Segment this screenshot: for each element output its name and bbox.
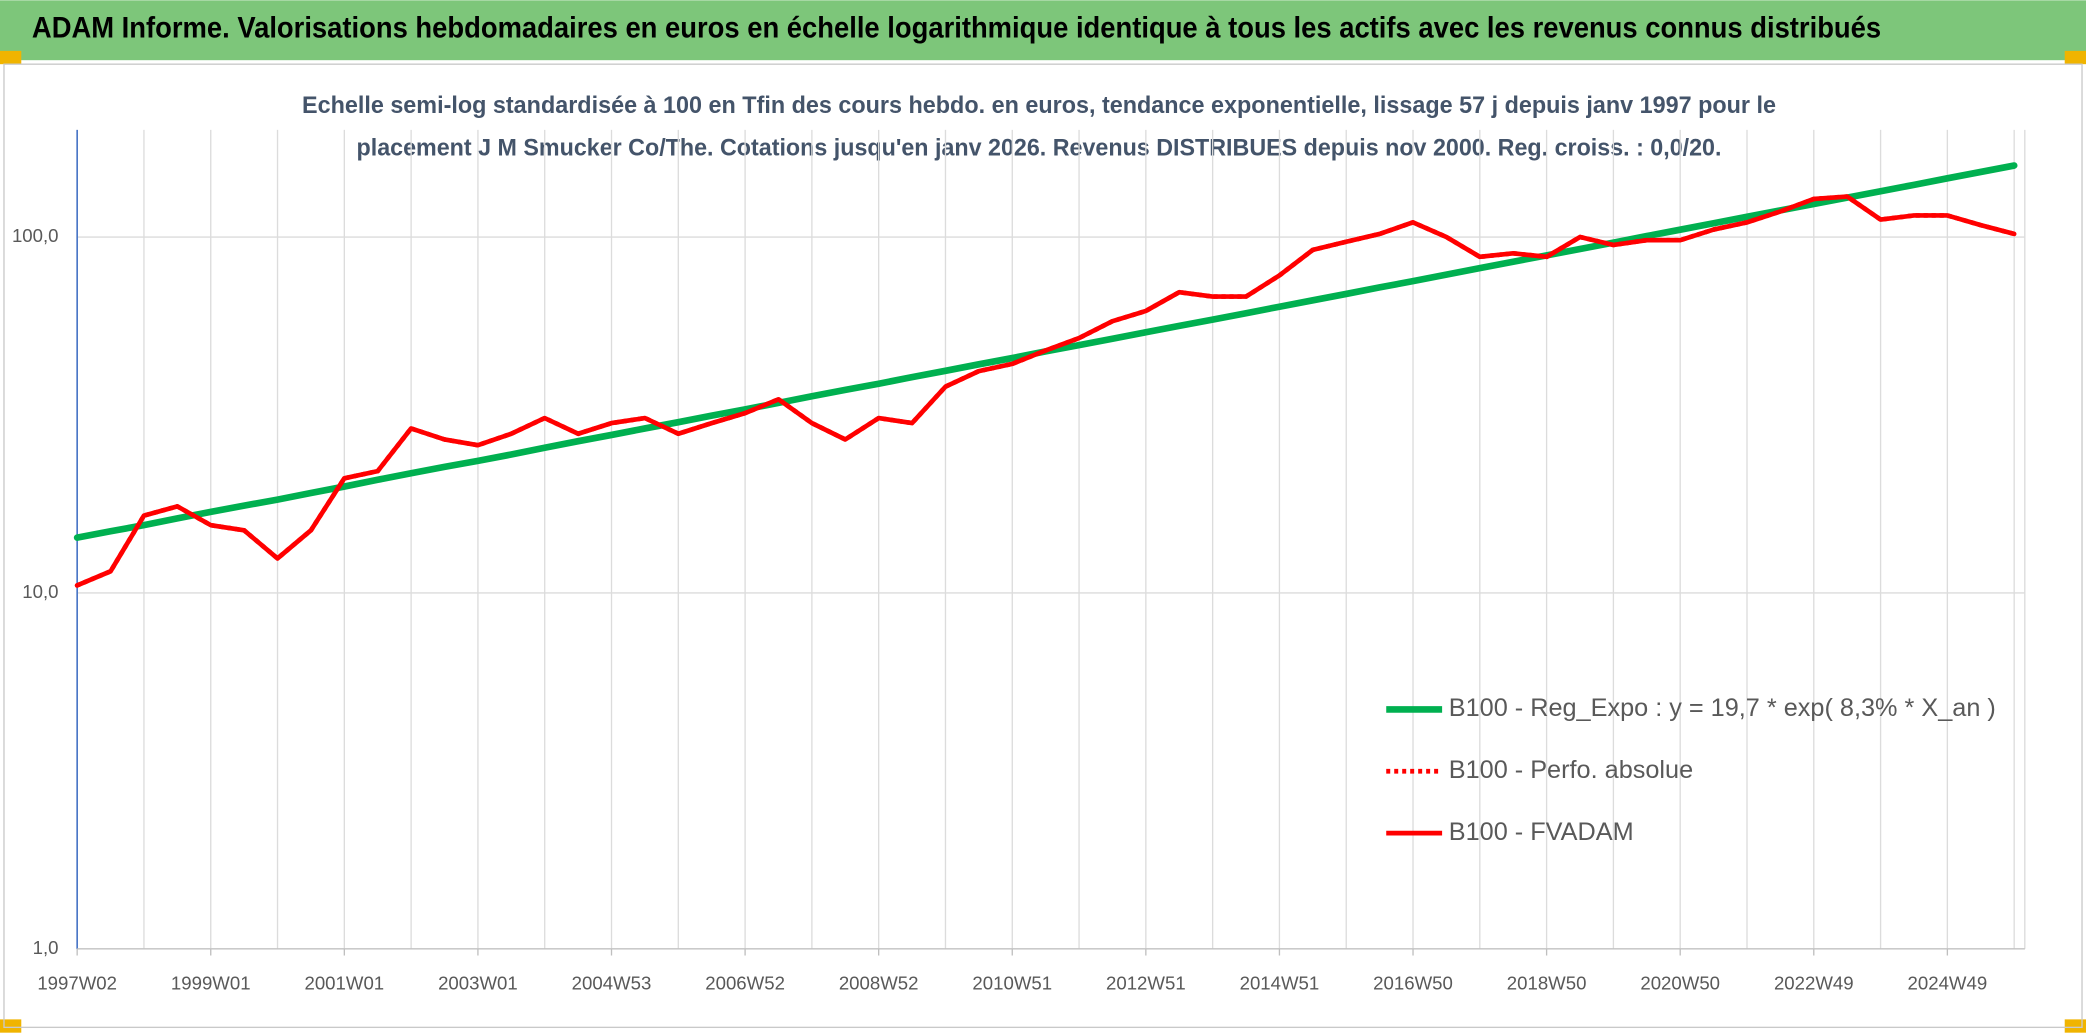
y-tick-label: 10,0 xyxy=(22,581,58,602)
x-tick-label: 2001W01 xyxy=(304,973,384,994)
x-tick-label: 2024W49 xyxy=(1908,973,1988,994)
legend-label: B100 - FVADAM xyxy=(1449,818,1634,846)
x-tick-label: 2010W51 xyxy=(972,973,1052,994)
header-band xyxy=(0,0,2086,61)
corner xyxy=(0,1019,22,1033)
chart-subtitle: placement J M Smucker Co/The. Cotations … xyxy=(357,135,1722,162)
x-tick-label: 2020W50 xyxy=(1640,973,1720,994)
chart-title: ADAM Informe. Valorisations hebdomadaire… xyxy=(32,12,1881,44)
x-tick-label: 1997W02 xyxy=(37,973,117,994)
x-tick-label: 2004W53 xyxy=(572,973,652,994)
x-tick-label: 2012W51 xyxy=(1106,973,1186,994)
chart-subtitle: Echelle semi-log standardisée à 100 en T… xyxy=(302,92,1776,119)
y-tick-label: 1,0 xyxy=(33,937,59,958)
legend: B100 - Reg_Expo : y = 19,7 * exp( 8,3% *… xyxy=(1386,694,1996,846)
legend-label: B100 - Perfo. absolue xyxy=(1449,756,1693,784)
corner xyxy=(0,50,22,65)
y-tick-label: 100,0 xyxy=(12,225,59,246)
panel-border xyxy=(3,63,2083,1029)
x-tick-label: 1999W01 xyxy=(171,973,251,994)
x-tick-label: 2022W49 xyxy=(1774,973,1854,994)
x-tick-label: 2014W51 xyxy=(1240,973,1320,994)
x-tick-label: 2006W52 xyxy=(705,973,785,994)
legend-label: B100 - Reg_Expo : y = 19,7 * exp( 8,3% *… xyxy=(1449,694,1996,722)
x-tick-label: 2016W50 xyxy=(1373,973,1453,994)
x-tick-label: 2008W52 xyxy=(839,973,919,994)
plot xyxy=(73,162,2018,588)
series-line xyxy=(74,194,2017,588)
x-tick-label: 2003W01 xyxy=(438,973,518,994)
x-tick-label: 2018W50 xyxy=(1507,973,1587,994)
corner xyxy=(2064,1019,2086,1033)
corner xyxy=(2064,50,2086,65)
